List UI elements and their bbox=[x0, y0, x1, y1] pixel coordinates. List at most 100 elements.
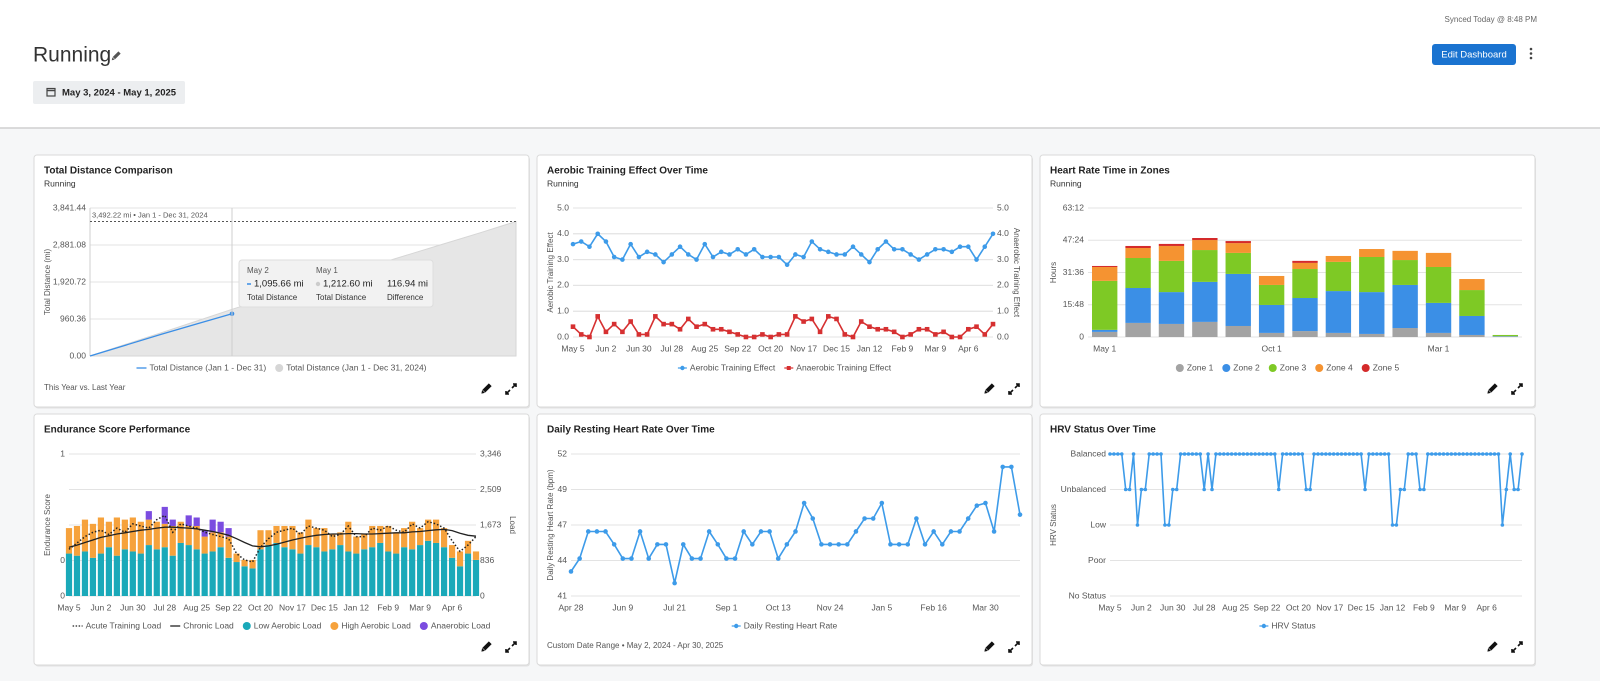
y-tick-label: 5.0 bbox=[557, 202, 569, 212]
data-point bbox=[1371, 452, 1375, 456]
y-tick-label: 49 bbox=[558, 484, 568, 494]
data-point bbox=[1131, 452, 1136, 456]
data-point bbox=[965, 516, 971, 521]
bar-segment bbox=[193, 525, 200, 550]
x-tick-label: Jun 2 bbox=[1131, 602, 1152, 612]
expand-chart-icon[interactable] bbox=[1511, 641, 1523, 653]
data-point bbox=[760, 254, 765, 260]
data-point bbox=[1320, 452, 1324, 456]
edit-dashboard-button[interactable] bbox=[1432, 44, 1516, 65]
x-tick-label: May 5 bbox=[1098, 602, 1121, 612]
data-point bbox=[1214, 452, 1218, 456]
bar-segment bbox=[65, 553, 73, 596]
data-point bbox=[1112, 452, 1116, 456]
data-point bbox=[1500, 523, 1505, 527]
bar-segment bbox=[1158, 292, 1185, 324]
legend-label: Chronic Load bbox=[183, 620, 234, 630]
edit-chart-icon[interactable] bbox=[1486, 383, 1498, 395]
data-point bbox=[924, 252, 930, 257]
edit-chart-icon[interactable] bbox=[983, 641, 995, 653]
bar-segment bbox=[209, 519, 216, 533]
data-point bbox=[793, 529, 798, 534]
bar-segment bbox=[153, 549, 160, 596]
data-point bbox=[768, 254, 773, 260]
data-point bbox=[974, 324, 979, 329]
y-tick-label: 2.0 bbox=[557, 280, 569, 290]
data-point bbox=[1359, 452, 1363, 456]
legend-label: High Aerobic Load bbox=[341, 620, 411, 630]
bar-segment bbox=[313, 528, 320, 548]
edit-chart-icon[interactable] bbox=[1486, 641, 1498, 653]
bar-segment bbox=[377, 542, 384, 596]
tooltip-label: Difference bbox=[387, 293, 424, 302]
expand-chart-icon[interactable] bbox=[505, 641, 517, 653]
data-point bbox=[775, 556, 781, 561]
edit-chart-icon[interactable] bbox=[480, 383, 492, 395]
edit-chart-icon[interactable] bbox=[480, 641, 492, 653]
chart-subtitle: Running bbox=[44, 178, 76, 188]
bar-segment bbox=[161, 547, 168, 596]
data-point bbox=[834, 316, 839, 322]
data-point bbox=[1390, 523, 1395, 527]
legend-item: HRV Status bbox=[1259, 620, 1316, 630]
bar-segment bbox=[1325, 261, 1352, 292]
data-point bbox=[1429, 452, 1434, 456]
data-point bbox=[1331, 452, 1336, 456]
bar-segment bbox=[1192, 321, 1218, 337]
data-point bbox=[620, 257, 625, 262]
edit-title-icon[interactable] bbox=[111, 51, 121, 61]
data-point bbox=[1225, 452, 1230, 456]
x-tick-label: May 5 bbox=[57, 602, 80, 612]
more-menu[interactable] bbox=[1529, 47, 1533, 60]
data-point bbox=[776, 254, 782, 260]
data-point bbox=[677, 244, 683, 249]
bar-segment bbox=[417, 545, 424, 596]
bar-segment bbox=[1359, 333, 1385, 337]
data-point bbox=[1269, 452, 1273, 456]
date-range: May 3, 2024 - May 1, 2025 bbox=[62, 88, 177, 99]
data-point bbox=[1241, 452, 1246, 456]
bar-segment bbox=[1359, 256, 1385, 293]
legend-swatch bbox=[242, 622, 251, 630]
chart-footer: Custom Date Range • May 2, 2024 - Apr 30… bbox=[547, 641, 724, 650]
bar-segment bbox=[257, 530, 264, 550]
bar-segment bbox=[353, 553, 360, 596]
bar-segment bbox=[456, 566, 464, 596]
bar-segment bbox=[185, 525, 192, 546]
bar-segment bbox=[241, 559, 248, 567]
series-line bbox=[68, 514, 477, 563]
legend-label: Anaerobic Load bbox=[431, 620, 491, 630]
data-point bbox=[883, 239, 889, 244]
bar-segment bbox=[329, 534, 336, 550]
expand-chart-icon[interactable] bbox=[505, 383, 517, 395]
data-point bbox=[784, 262, 790, 268]
data-point bbox=[933, 246, 938, 252]
data-point bbox=[1253, 452, 1257, 456]
data-point bbox=[1170, 487, 1175, 492]
bar-segment bbox=[209, 532, 216, 552]
expand-chart-icon[interactable] bbox=[1008, 641, 1020, 653]
bar-segment bbox=[1192, 240, 1218, 251]
data-point bbox=[888, 542, 893, 547]
date-range-chip[interactable] bbox=[33, 81, 185, 104]
edit-chart-icon[interactable] bbox=[983, 383, 995, 395]
bar-segment bbox=[464, 553, 472, 596]
x-tick-label: Nov 24 bbox=[817, 602, 844, 612]
bar-segment bbox=[1292, 331, 1318, 337]
expand-chart-icon[interactable] bbox=[1008, 383, 1020, 395]
legend-swatch bbox=[275, 364, 284, 372]
edit-dashboard-label: Edit Dashboard bbox=[1441, 50, 1506, 61]
expand-chart-icon[interactable] bbox=[1511, 383, 1523, 395]
bar-segment bbox=[129, 517, 136, 552]
data-point bbox=[1520, 452, 1524, 456]
data-point bbox=[1123, 487, 1128, 492]
y2-axis-label: Load bbox=[508, 516, 517, 534]
data-point bbox=[751, 334, 757, 340]
data-point bbox=[743, 252, 749, 257]
data-point bbox=[905, 542, 911, 547]
bar-segment bbox=[464, 540, 472, 554]
data-point bbox=[827, 542, 833, 547]
data-point bbox=[587, 334, 592, 340]
tooltip-label: Total Distance bbox=[316, 293, 367, 302]
data-point bbox=[891, 246, 897, 252]
